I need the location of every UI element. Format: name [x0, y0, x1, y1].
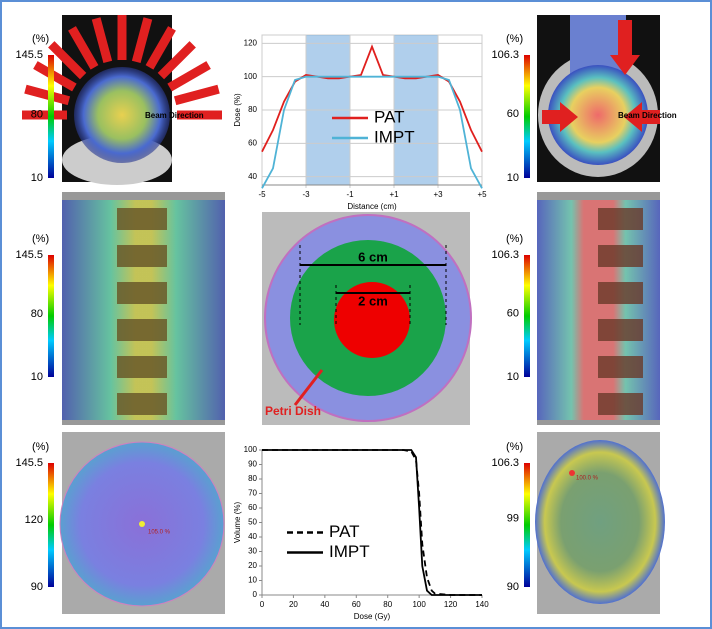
colorbar-tick-label: 90 — [31, 581, 43, 593]
colorbar-tick-label: 60 — [507, 308, 519, 320]
x-tick-label: -1 — [346, 190, 354, 199]
colorbar-tick-label: 145.5 — [15, 457, 43, 469]
x-tick-label: 40 — [320, 600, 329, 609]
y-tick-label: 100 — [244, 72, 258, 81]
y-tick-label: 0 — [253, 590, 258, 599]
colorbar-tick-label: 10 — [31, 371, 43, 383]
x-tick-label: +5 — [477, 190, 487, 199]
colorbar-tick-label: 10 — [507, 172, 519, 184]
petri-label: Petri Dish — [265, 404, 321, 418]
image-row2-left — [62, 192, 225, 425]
page: Dose distribution figure {"chart_data": … — [0, 0, 712, 629]
y-axis-label: Volume (%) — [233, 501, 242, 543]
colorbar-tick-label: 145.5 — [15, 249, 43, 261]
legend-label: IMPT — [329, 542, 370, 561]
y-tick-label: 10 — [248, 576, 257, 585]
beam-arrow — [170, 65, 209, 88]
dose-label: 105.0 % — [148, 530, 171, 536]
image-row3-right — [535, 432, 665, 614]
y-tick-label: 60 — [248, 138, 257, 147]
x-tick-label: 20 — [289, 600, 298, 609]
y-tick-label: 80 — [248, 105, 257, 114]
colorbar-tick-label: 80 — [31, 308, 43, 320]
legend-label: PAT — [329, 522, 360, 541]
beam-label: Beam Direction — [145, 111, 204, 120]
width-label: 2 cm — [358, 293, 388, 308]
colorbar-tick-label: 120 — [25, 514, 43, 526]
dose-label: 100.0 % — [576, 476, 599, 482]
colorbar — [524, 55, 530, 178]
legend-label: PAT — [374, 107, 405, 126]
x-tick-label: +1 — [389, 190, 399, 199]
y-tick-label: 40 — [248, 532, 257, 541]
y-tick-label: 20 — [248, 561, 257, 570]
x-tick-label: 60 — [352, 600, 361, 609]
colorbar-tick-label: 10 — [507, 371, 519, 383]
colorbar — [524, 463, 530, 587]
y-tick-label: 90 — [248, 460, 257, 469]
colorbar-unit: (%) — [32, 33, 49, 45]
image-row2-right — [537, 192, 660, 425]
y-tick-label: 120 — [244, 38, 258, 47]
figure: Beam Direction Beam Direction 6 cm 2 cm … — [0, 0, 712, 629]
colorbar — [48, 255, 54, 377]
colorbar-tick-label: 106.3 — [491, 249, 519, 261]
y-axis-label: Dose (%) — [233, 93, 242, 127]
colorbar-tick-label: 80 — [31, 108, 43, 120]
beam-label: Beam Direction — [618, 111, 677, 120]
colorbar-unit: (%) — [506, 33, 523, 45]
y-tick-label: 80 — [248, 474, 257, 483]
width-label: 6 cm — [358, 249, 388, 264]
colorbar-tick-label: 145.5 — [15, 49, 43, 61]
y-tick-label: 70 — [248, 489, 257, 498]
plot-area — [262, 450, 482, 595]
colorbar — [524, 255, 530, 377]
x-tick-label: 120 — [444, 600, 458, 609]
image-row2-center — [262, 212, 471, 425]
colorbar — [48, 463, 54, 587]
x-tick-label: -5 — [258, 190, 266, 199]
colorbar-unit: (%) — [506, 233, 523, 245]
x-tick-label: 140 — [475, 600, 489, 609]
y-tick-label: 100 — [244, 445, 258, 454]
colorbar-unit: (%) — [32, 441, 49, 453]
beam-arrow — [175, 89, 218, 101]
colorbar-tick-label: 10 — [31, 172, 43, 184]
colorbar — [48, 55, 54, 178]
x-tick-label: 100 — [412, 600, 426, 609]
colorbar-unit: (%) — [506, 441, 523, 453]
x-tick-label: -3 — [302, 190, 310, 199]
image-row1-right — [537, 15, 660, 182]
colorbar-tick-label: 90 — [507, 581, 519, 593]
x-tick-label: 0 — [260, 600, 265, 609]
x-tick-label: +3 — [433, 190, 443, 199]
y-tick-label: 40 — [248, 172, 257, 181]
y-tick-label: 50 — [248, 518, 257, 527]
x-axis-label: Dose (Gy) — [354, 612, 391, 621]
colorbar-unit: (%) — [32, 233, 49, 245]
colorbar-tick-label: 106.3 — [491, 457, 519, 469]
y-tick-label: 60 — [248, 503, 257, 512]
x-axis-label: Distance (cm) — [347, 202, 397, 211]
x-tick-label: 80 — [383, 600, 392, 609]
colorbar-tick-label: 99 — [507, 512, 519, 524]
colorbar-tick-label: 106.3 — [491, 49, 519, 61]
y-tick-label: 30 — [248, 547, 257, 556]
colorbar-tick-label: 60 — [507, 108, 519, 120]
legend-label: IMPT — [374, 127, 415, 146]
body: Beam Direction Beam Direction 6 cm 2 cm … — [0, 0, 712, 629]
image-row3-left — [60, 432, 225, 614]
